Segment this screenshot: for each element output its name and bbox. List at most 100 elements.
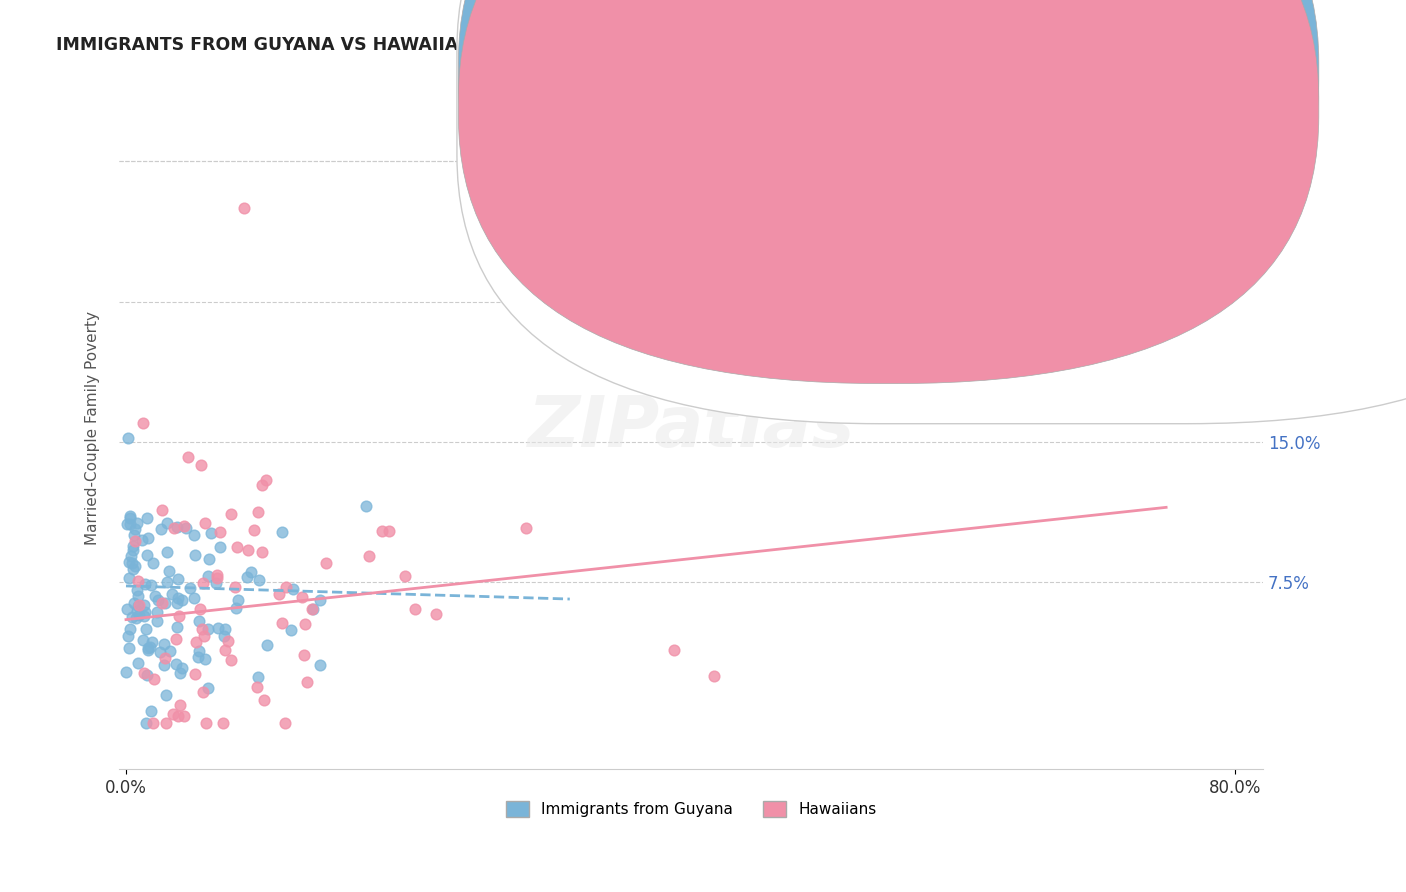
Hawaiians [142, 715, 165, 730]
Immigrants from Guyana [143, 589, 166, 603]
Immigrants from Guyana [127, 656, 149, 670]
Immigrants from Guyana [169, 665, 191, 680]
Text: -0.007: -0.007 [952, 62, 1011, 80]
Immigrants from Guyana [128, 608, 150, 623]
Hawaiians [163, 521, 186, 535]
Immigrants from Guyana [356, 499, 378, 513]
Legend: Immigrants from Guyana, Hawaiians: Immigrants from Guyana, Hawaiians [499, 795, 883, 823]
Hawaiians [167, 709, 190, 723]
Hawaiians [254, 473, 277, 487]
Immigrants from Guyana [135, 548, 157, 562]
Immigrants from Guyana [122, 543, 145, 558]
Immigrants from Guyana [153, 658, 176, 673]
Immigrants from Guyana [160, 587, 183, 601]
Immigrants from Guyana [118, 623, 141, 637]
Hawaiians [153, 650, 176, 665]
Hawaiians [246, 680, 269, 694]
Immigrants from Guyana [146, 614, 169, 628]
Immigrants from Guyana [139, 577, 162, 591]
Immigrants from Guyana [172, 661, 194, 675]
Hawaiians [190, 458, 212, 472]
Immigrants from Guyana [270, 525, 292, 540]
Hawaiians [191, 685, 214, 699]
Hawaiians [404, 602, 426, 616]
Immigrants from Guyana [155, 688, 177, 702]
Hawaiians [394, 569, 416, 583]
Immigrants from Guyana [124, 528, 146, 542]
Immigrants from Guyana [120, 517, 142, 532]
Hawaiians [188, 602, 211, 616]
Immigrants from Guyana [135, 668, 157, 682]
Immigrants from Guyana [197, 569, 219, 583]
Hawaiians [177, 450, 200, 464]
Text: R =: R = [900, 64, 934, 78]
Immigrants from Guyana [214, 623, 236, 637]
Immigrants from Guyana [239, 565, 262, 579]
Immigrants from Guyana [131, 633, 153, 648]
Hawaiians [253, 692, 276, 706]
Immigrants from Guyana [125, 611, 148, 625]
Immigrants from Guyana [281, 582, 304, 597]
Hawaiians [371, 524, 394, 538]
Immigrants from Guyana [187, 650, 209, 665]
Immigrants from Guyana [309, 592, 332, 607]
Hawaiians [142, 673, 165, 687]
Hawaiians [250, 477, 273, 491]
Hawaiians [224, 580, 246, 594]
Immigrants from Guyana [115, 665, 138, 680]
Hawaiians [269, 587, 291, 601]
Hawaiians [219, 653, 242, 667]
Immigrants from Guyana [127, 604, 149, 618]
Immigrants from Guyana [207, 621, 229, 635]
Immigrants from Guyana [136, 643, 159, 657]
Immigrants from Guyana [121, 539, 143, 553]
Immigrants from Guyana [131, 533, 153, 548]
Immigrants from Guyana [247, 670, 270, 684]
Immigrants from Guyana [247, 573, 270, 587]
Immigrants from Guyana [166, 596, 188, 610]
Hawaiians [150, 596, 173, 610]
Hawaiians [195, 715, 218, 730]
Hawaiians [243, 523, 266, 537]
Immigrants from Guyana [139, 640, 162, 654]
Immigrants from Guyana [134, 605, 156, 619]
Hawaiians [150, 502, 173, 516]
Immigrants from Guyana [184, 548, 207, 562]
Hawaiians [377, 524, 399, 538]
Hawaiians [173, 709, 195, 723]
Immigrants from Guyana [159, 644, 181, 658]
Hawaiians [193, 629, 215, 643]
Hawaiians [515, 521, 537, 535]
Immigrants from Guyana [135, 622, 157, 636]
Immigrants from Guyana [117, 432, 139, 446]
Immigrants from Guyana [120, 549, 142, 564]
Text: ZIPatlas: ZIPatlas [527, 393, 855, 462]
Text: R =: R = [900, 100, 938, 114]
Immigrants from Guyana [166, 519, 188, 533]
Hawaiians [186, 635, 208, 649]
Immigrants from Guyana [183, 591, 205, 605]
Hawaiians [238, 543, 260, 558]
Hawaiians [425, 607, 447, 622]
Hawaiians [301, 602, 323, 616]
Immigrants from Guyana [205, 576, 228, 591]
Immigrants from Guyana [174, 521, 197, 535]
Immigrants from Guyana [122, 562, 145, 576]
Hawaiians [294, 616, 316, 631]
Hawaiians [155, 715, 177, 730]
Hawaiians [127, 574, 149, 588]
Text: N =: N = [1026, 100, 1060, 114]
Hawaiians [191, 575, 214, 590]
Hawaiians [250, 544, 273, 558]
Immigrants from Guyana [179, 581, 201, 595]
Hawaiians [124, 533, 146, 548]
Hawaiians [162, 706, 184, 721]
Immigrants from Guyana [146, 592, 169, 607]
Immigrants from Guyana [135, 510, 157, 524]
Immigrants from Guyana [172, 592, 194, 607]
Immigrants from Guyana [188, 614, 211, 628]
Text: IMMIGRANTS FROM GUYANA VS HAWAIIAN MARRIED-COUPLE FAMILY POVERTY CORRELATION CHA: IMMIGRANTS FROM GUYANA VS HAWAIIAN MARRI… [56, 36, 1039, 54]
Hawaiians [214, 643, 236, 657]
Hawaiians [165, 632, 187, 646]
Immigrants from Guyana [135, 715, 157, 730]
